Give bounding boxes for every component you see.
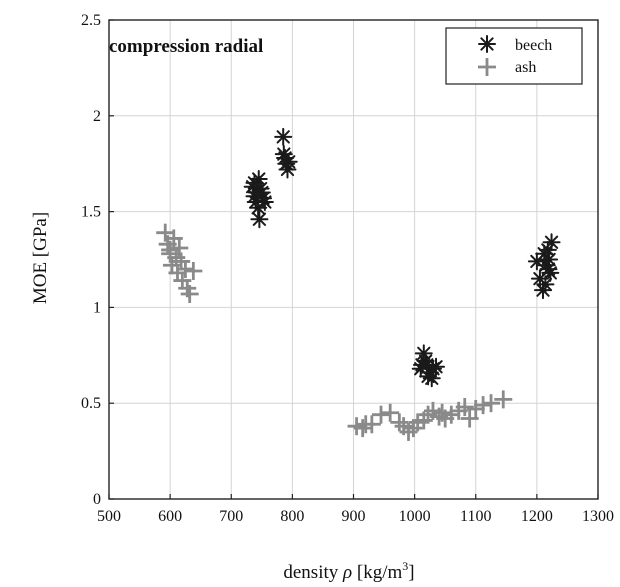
y-axis-title: MOE [GPa] bbox=[30, 212, 51, 304]
y-axis-ticks: 0 0.5 1 1.5 2 2.5 bbox=[81, 12, 114, 508]
legend-plus-icon bbox=[478, 58, 496, 76]
y-tick-label: 0.5 bbox=[81, 395, 101, 412]
data-point-beech bbox=[536, 275, 555, 294]
x-axis-title: density ρ [kg/m3] bbox=[283, 559, 414, 583]
data-point-ash bbox=[176, 260, 195, 279]
y-tick-label: 2 bbox=[93, 108, 101, 125]
x-tick-label: 1200 bbox=[521, 508, 553, 525]
data-point-ash bbox=[180, 284, 199, 303]
data-point-ash bbox=[455, 398, 474, 417]
y-tick-label: 2.5 bbox=[81, 12, 101, 29]
y-tick-label: 1 bbox=[93, 299, 101, 316]
x-axis-title-unit: [kg/m bbox=[352, 562, 402, 583]
x-tick-label: 900 bbox=[342, 508, 366, 525]
data-point-ash bbox=[482, 394, 501, 413]
data-point-ash bbox=[494, 390, 513, 409]
data-point-beech bbox=[422, 369, 441, 388]
chart-title: compression radial bbox=[109, 36, 263, 57]
x-tick-label: 500 bbox=[97, 508, 121, 525]
legend-marker-ash bbox=[478, 58, 496, 76]
data-point-beech bbox=[250, 210, 269, 229]
data-point-ash bbox=[164, 229, 183, 248]
x-axis-title-close: ] bbox=[408, 562, 414, 583]
data-point-beech bbox=[542, 233, 561, 252]
x-tick-label: 800 bbox=[280, 508, 304, 525]
x-tick-label: 1000 bbox=[399, 508, 431, 525]
data-point-ash bbox=[372, 405, 391, 424]
data-points bbox=[156, 127, 561, 441]
data-point-ash bbox=[474, 396, 493, 415]
legend-asterisk-icon bbox=[478, 35, 496, 53]
data-point-ash bbox=[161, 240, 180, 259]
grid bbox=[108, 19, 599, 500]
data-point-ash bbox=[362, 415, 381, 434]
x-axis-title-symbol: ρ bbox=[342, 562, 352, 583]
x-axis-ticks: 500 600 700 800 900 1000 1100 1200 1300 bbox=[97, 494, 614, 525]
legend-label-ash: ash bbox=[515, 59, 536, 76]
data-point-ash bbox=[353, 419, 372, 438]
data-point-ash bbox=[381, 403, 400, 422]
legend-label-beech: beech bbox=[515, 37, 552, 54]
x-axis-title-sup: 3 bbox=[402, 559, 408, 573]
legend-box bbox=[445, 27, 583, 85]
x-tick-label: 700 bbox=[219, 508, 243, 525]
x-tick-label: 600 bbox=[158, 508, 182, 525]
legend-marker-beech bbox=[478, 35, 496, 53]
data-point-beech bbox=[274, 127, 293, 146]
legend: beech ash bbox=[445, 27, 583, 85]
data-point-beech bbox=[245, 173, 264, 192]
data-point-ash bbox=[460, 409, 479, 428]
data-point-beech bbox=[412, 355, 431, 374]
data-point-ash bbox=[390, 413, 409, 432]
x-tick-label: 1300 bbox=[582, 508, 614, 525]
y-tick-label: 0 bbox=[93, 491, 101, 508]
data-point-beech bbox=[252, 183, 271, 202]
x-tick-label: 1100 bbox=[460, 508, 491, 525]
y-tick-label: 1.5 bbox=[81, 204, 101, 221]
data-point-beech bbox=[279, 152, 298, 171]
data-point-ash bbox=[172, 252, 191, 271]
data-point-ash bbox=[170, 239, 189, 258]
data-point-ash bbox=[184, 261, 203, 280]
x-axis-title-prefix: density bbox=[283, 562, 343, 583]
data-point-beech bbox=[539, 260, 558, 279]
